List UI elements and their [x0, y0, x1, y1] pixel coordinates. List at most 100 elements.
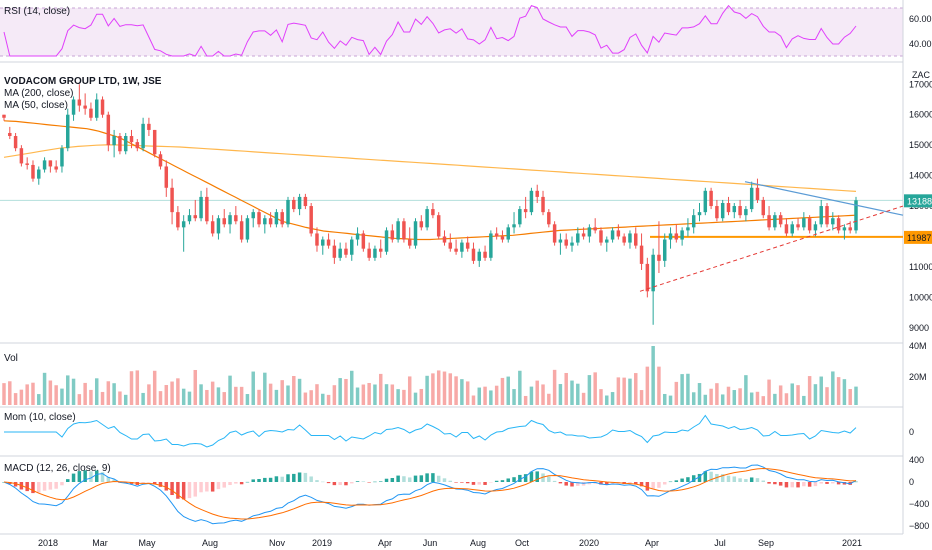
rsi-label: RSI (14, close): [4, 6, 70, 17]
candle-body: [13, 136, 18, 149]
volume-bar: [355, 387, 360, 405]
candle-body: [523, 209, 528, 213]
candle-body: [807, 218, 812, 231]
candle-body: [773, 215, 777, 228]
candle-body: [581, 233, 586, 237]
candle-body: [419, 221, 424, 228]
volume-bar: [118, 391, 122, 405]
macd-histogram-bar: [245, 481, 250, 483]
macd-histogram-bar: [94, 470, 99, 482]
vol-label: Vol: [4, 353, 18, 364]
momentum-line: [4, 414, 857, 448]
volume-bar: [506, 376, 510, 405]
volume-bar: [373, 384, 377, 405]
candles: [2, 84, 858, 325]
volume-bar: [836, 377, 841, 405]
candle-body: [199, 196, 203, 219]
candle-body: [506, 227, 510, 240]
volume-bar: [344, 378, 348, 405]
candle-body: [210, 221, 215, 234]
candle-body: [239, 221, 244, 240]
candle-body: [622, 236, 626, 243]
macd-histogram-bar: [477, 482, 482, 485]
time-axis: 2018 Mar May Aug Nov 2019 Apr Jun Aug Oct 2020 Apr J…: [38, 538, 862, 548]
candle-body: [813, 224, 818, 231]
macd-histogram-bar: [268, 477, 273, 482]
candle-body: [691, 215, 696, 228]
volume-bar: [662, 393, 667, 405]
macd-histogram-bar: [297, 472, 302, 482]
candle-body: [836, 218, 841, 231]
macd-histogram-bar: [100, 472, 105, 482]
candle-body: [634, 233, 638, 246]
ascending-trendline: [639, 205, 904, 292]
time-tick-label: Mar: [92, 538, 108, 548]
candle-body: [413, 221, 418, 246]
price-tick-label: 14000: [909, 171, 932, 181]
macd-histogram-bar: [152, 482, 157, 485]
candle-body: [373, 248, 377, 258]
macd-histogram-bar: [651, 482, 655, 489]
macd-histogram-bar: [263, 477, 267, 482]
volume-bar: [228, 375, 232, 405]
time-tick-label: 2021: [842, 538, 862, 548]
volume-bar: [234, 386, 238, 405]
volume-bar: [523, 395, 528, 405]
macd-histogram-bar: [367, 482, 371, 483]
macd-histogram-bar: [581, 482, 586, 486]
candle-body: [564, 239, 568, 246]
volume-bar: [749, 392, 754, 405]
macd-histogram-bar: [854, 481, 858, 483]
macd-histogram-bar: [390, 478, 395, 482]
candle-body: [460, 242, 464, 252]
last-price-badge: 13188: [904, 194, 932, 208]
candle-body: [321, 239, 325, 246]
candle-body: [141, 123, 145, 149]
macd-histogram-bar: [657, 482, 661, 488]
macd-histogram-bar: [489, 482, 493, 483]
volume-bar: [361, 384, 366, 405]
macd-histogram-bar: [842, 482, 847, 485]
candle-body: [518, 209, 522, 225]
candle-body: [639, 245, 644, 264]
candle-body: [645, 263, 650, 292]
descending-trendline: [744, 181, 904, 216]
candle-body: [541, 196, 545, 213]
support-label: 11987: [907, 233, 931, 243]
candle-body: [286, 199, 290, 225]
volume-bar: [170, 381, 174, 405]
macd-histogram-bar: [54, 482, 58, 489]
macd-histogram-bar: [303, 472, 308, 482]
candle-body: [83, 105, 87, 109]
volume-bar: [100, 391, 105, 405]
macd-histogram-bar: [796, 482, 800, 488]
candle-body: [176, 212, 180, 228]
macd-histogram-bar: [292, 473, 296, 482]
volume-bar: [367, 382, 371, 405]
candle-body: [587, 227, 592, 237]
candle-body: [8, 132, 12, 137]
rsi-band: [0, 8, 903, 56]
candle-body: [547, 212, 551, 225]
volume-bar: [25, 384, 29, 405]
macd-histogram-bar: [407, 477, 412, 482]
macd-series: 400 0 −400 −800: [2, 455, 929, 531]
macd-histogram-bar: [454, 482, 458, 483]
macd-histogram-bar: [89, 471, 93, 482]
volume-bar: [384, 384, 389, 405]
volume-bar: [274, 389, 279, 405]
macd-histogram-bar: [703, 471, 708, 482]
macd-histogram-bar: [106, 477, 111, 482]
volume-bar: [8, 381, 12, 405]
ma200-label: MA (200, close): [4, 88, 73, 99]
volume-bar: [778, 385, 783, 405]
volume-bar: [541, 384, 545, 405]
candle-body: [268, 218, 273, 225]
candle-body: [2, 114, 6, 118]
volume-bar: [668, 395, 673, 405]
candle-body: [251, 212, 255, 219]
volume-bar: [709, 388, 713, 405]
macd-histogram-bar: [442, 478, 447, 482]
macd-histogram-bar: [25, 482, 29, 492]
